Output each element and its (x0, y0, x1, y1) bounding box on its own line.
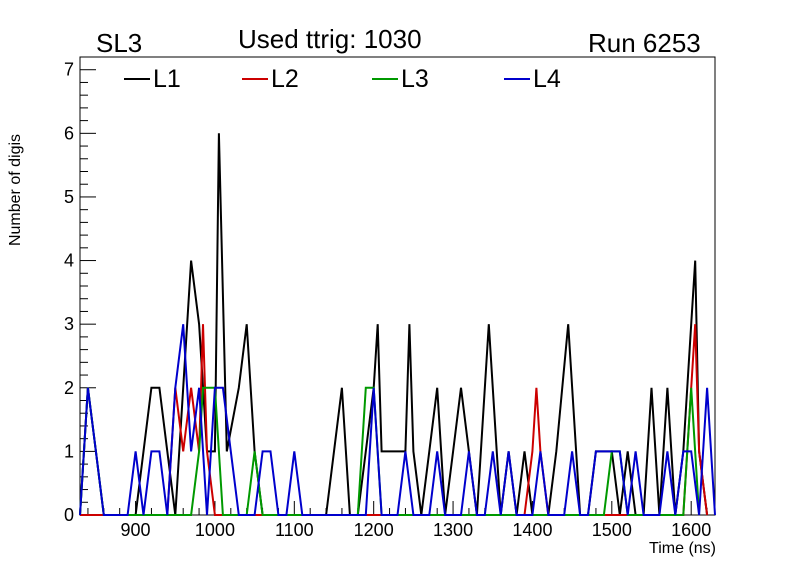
legend-item-l1: L1 (124, 62, 181, 96)
legend-item-l2: L2 (242, 62, 299, 96)
y-tick-label: 6 (64, 123, 74, 143)
legend-label-l3: L3 (401, 64, 429, 93)
tick-labels: 900 1000 1100 1200 1300 1400 1500 1600 0 1 2 3 4 5 6 7 (64, 60, 711, 540)
y-tick-label: 0 (64, 505, 74, 525)
y-tick-label: 2 (64, 378, 74, 398)
legend-label-l1: L1 (153, 64, 181, 93)
series-line-l4 (79, 324, 716, 516)
legend-label-l4: L4 (533, 64, 561, 93)
header-right: Run 6253 (588, 28, 701, 58)
legend-swatch-l4 (504, 78, 530, 80)
x-tick-label: 1500 (592, 520, 632, 540)
x-tick-label: 1400 (512, 520, 552, 540)
x-tick-label: 900 (121, 520, 151, 540)
plot-frame (79, 56, 716, 516)
x-axis-label: Time (ns) (649, 540, 716, 557)
x-tick-label: 1000 (195, 520, 235, 540)
x-tick-label: 1300 (433, 520, 473, 540)
legend-swatch-l1 (124, 78, 150, 80)
y-tick-label: 1 (64, 441, 74, 461)
y-tick-label: 3 (64, 314, 74, 334)
legend-label-l2: L2 (271, 64, 299, 93)
x-tick-label: 1600 (671, 520, 711, 540)
y-axis-label: Number of digis (7, 134, 24, 246)
legend-swatch-l2 (242, 78, 268, 80)
x-tick-label: 1100 (275, 520, 314, 540)
legend-swatch-l3 (372, 78, 398, 80)
legend-item-l3: L3 (372, 62, 429, 96)
legend-item-l4: L4 (504, 62, 561, 96)
y-tick-label: 5 (64, 187, 74, 207)
x-tick-label: 1200 (354, 520, 394, 540)
series-line-l1 (79, 133, 709, 516)
header-center: Used ttrig: 1030 (238, 24, 422, 54)
series-layer (79, 133, 716, 516)
axis-ticks (80, 56, 708, 516)
header-left: SL3 (96, 28, 143, 58)
y-tick-label: 7 (64, 60, 74, 80)
y-tick-label: 4 (64, 251, 74, 271)
